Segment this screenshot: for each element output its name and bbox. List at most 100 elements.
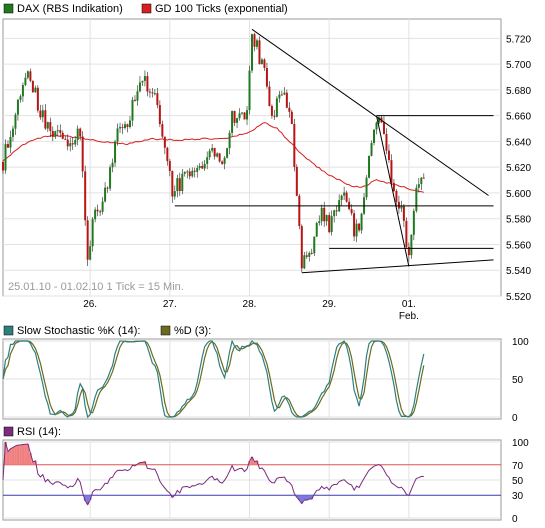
candle-body (21, 85, 24, 97)
price-y-axis: 5.720 5.700 5.680 5.660 5.640 5.620 5.600 5.580… (506, 34, 531, 303)
candle-body (270, 106, 273, 116)
stochastic-y-tick-label: 0 (512, 413, 518, 424)
rsi-overbought-fill (19, 444, 22, 465)
rsi-oversold-fill (298, 495, 301, 501)
rsi-y-tick-label: 70 (512, 461, 524, 472)
candle-body (251, 34, 253, 71)
rsi-overbought-fill (253, 461, 256, 465)
candle-body (330, 216, 333, 233)
rsi-overbought-fill (141, 462, 144, 465)
price-x-tick-label: 28. (243, 299, 257, 310)
candle-body (298, 195, 301, 227)
candle-body (186, 171, 189, 173)
candle-body (91, 219, 94, 247)
candle-body (415, 187, 418, 211)
candle-body (16, 99, 19, 115)
candle-body (243, 112, 246, 120)
price-x-month-label: Feb. (399, 311, 419, 322)
candle-body (11, 128, 14, 137)
candle-body (241, 112, 244, 114)
candle-body (268, 86, 271, 107)
candle-body (163, 136, 166, 148)
candle-body (101, 201, 104, 212)
candle-body (6, 144, 9, 148)
candle-body (305, 255, 308, 257)
candle-body (178, 178, 181, 192)
rsi-y-axis: 100 70 50 30 0 (512, 438, 529, 525)
candle-body (168, 161, 171, 171)
candle-body (310, 252, 313, 254)
legend-label-rsi: RSI (14): (17, 426, 61, 438)
candle-body (49, 122, 52, 131)
candle-body (79, 128, 82, 137)
candle-body (263, 59, 266, 69)
candle-body (158, 105, 161, 125)
candle-body (4, 144, 7, 171)
candle-body (173, 191, 176, 197)
rsi-oversold-fill (83, 495, 87, 501)
ema-path (2, 122, 424, 193)
candle-body (24, 77, 27, 86)
candle-body (318, 221, 321, 224)
candle-body (412, 210, 415, 235)
candle-body (138, 82, 141, 92)
candle-body (265, 68, 268, 87)
candle-body (320, 207, 323, 222)
candle-body (226, 148, 229, 158)
legend-swatch-stoch-d (160, 325, 171, 336)
candle-body (34, 87, 37, 93)
candle-body (69, 143, 72, 147)
stochastic-lines (2, 339, 425, 419)
stochastic-y-axis: 100 50 0 (512, 337, 529, 424)
rsi-grid (3, 440, 501, 520)
candle-body (81, 136, 84, 172)
rsi-overbought-fill (11, 447, 15, 465)
candle-body (131, 99, 134, 121)
rsi-oversold-fill (305, 495, 309, 501)
candle-body (201, 165, 204, 169)
candle-body (59, 130, 62, 133)
candle-body (203, 163, 206, 169)
legend-swatch-ema (141, 3, 152, 14)
time-range-annotation: 25.01.10 - 01.02.10 1 Tick = 15 Min. (8, 281, 184, 293)
candle-body (377, 117, 380, 123)
rsi-overbought-fill (16, 445, 20, 465)
rsi-y-tick-label: 100 (512, 438, 529, 449)
rsi-overbought-fill (143, 461, 147, 465)
candle-body (400, 206, 403, 209)
candle-body (166, 147, 169, 162)
candle-body (340, 195, 343, 201)
candle-body (191, 170, 194, 177)
candle-body (218, 153, 221, 162)
candle-body (387, 150, 390, 161)
candle-body (161, 124, 164, 137)
stochastic-k-line (2, 339, 425, 419)
candle-body (26, 71, 29, 78)
candle-body (71, 143, 74, 145)
candle-body (295, 166, 298, 196)
candle-body (278, 94, 281, 99)
candle-body (216, 153, 219, 157)
candle-body (373, 129, 376, 144)
ema-line (2, 122, 424, 193)
price-y-tick-label: 5.720 (506, 34, 531, 45)
candle-body (390, 160, 393, 183)
candle-body (193, 170, 196, 172)
candle-body (246, 110, 249, 120)
candle-body (74, 139, 77, 145)
candle-body (119, 127, 122, 129)
candle-body (288, 107, 291, 112)
candle-body (392, 182, 395, 191)
candle-body (94, 209, 97, 220)
candle-body (382, 122, 385, 134)
candle-body (36, 87, 39, 111)
rsi-overbought-fill (248, 461, 251, 465)
rsi-oversold-fill (310, 495, 314, 500)
candle-body (148, 91, 151, 93)
price-x-tick-label: 27. (163, 299, 177, 310)
candle-body (308, 252, 311, 257)
rsi-overbought-fill (9, 448, 12, 465)
trend-line (301, 259, 494, 274)
candle-body (106, 187, 109, 189)
candle-body (121, 127, 124, 129)
